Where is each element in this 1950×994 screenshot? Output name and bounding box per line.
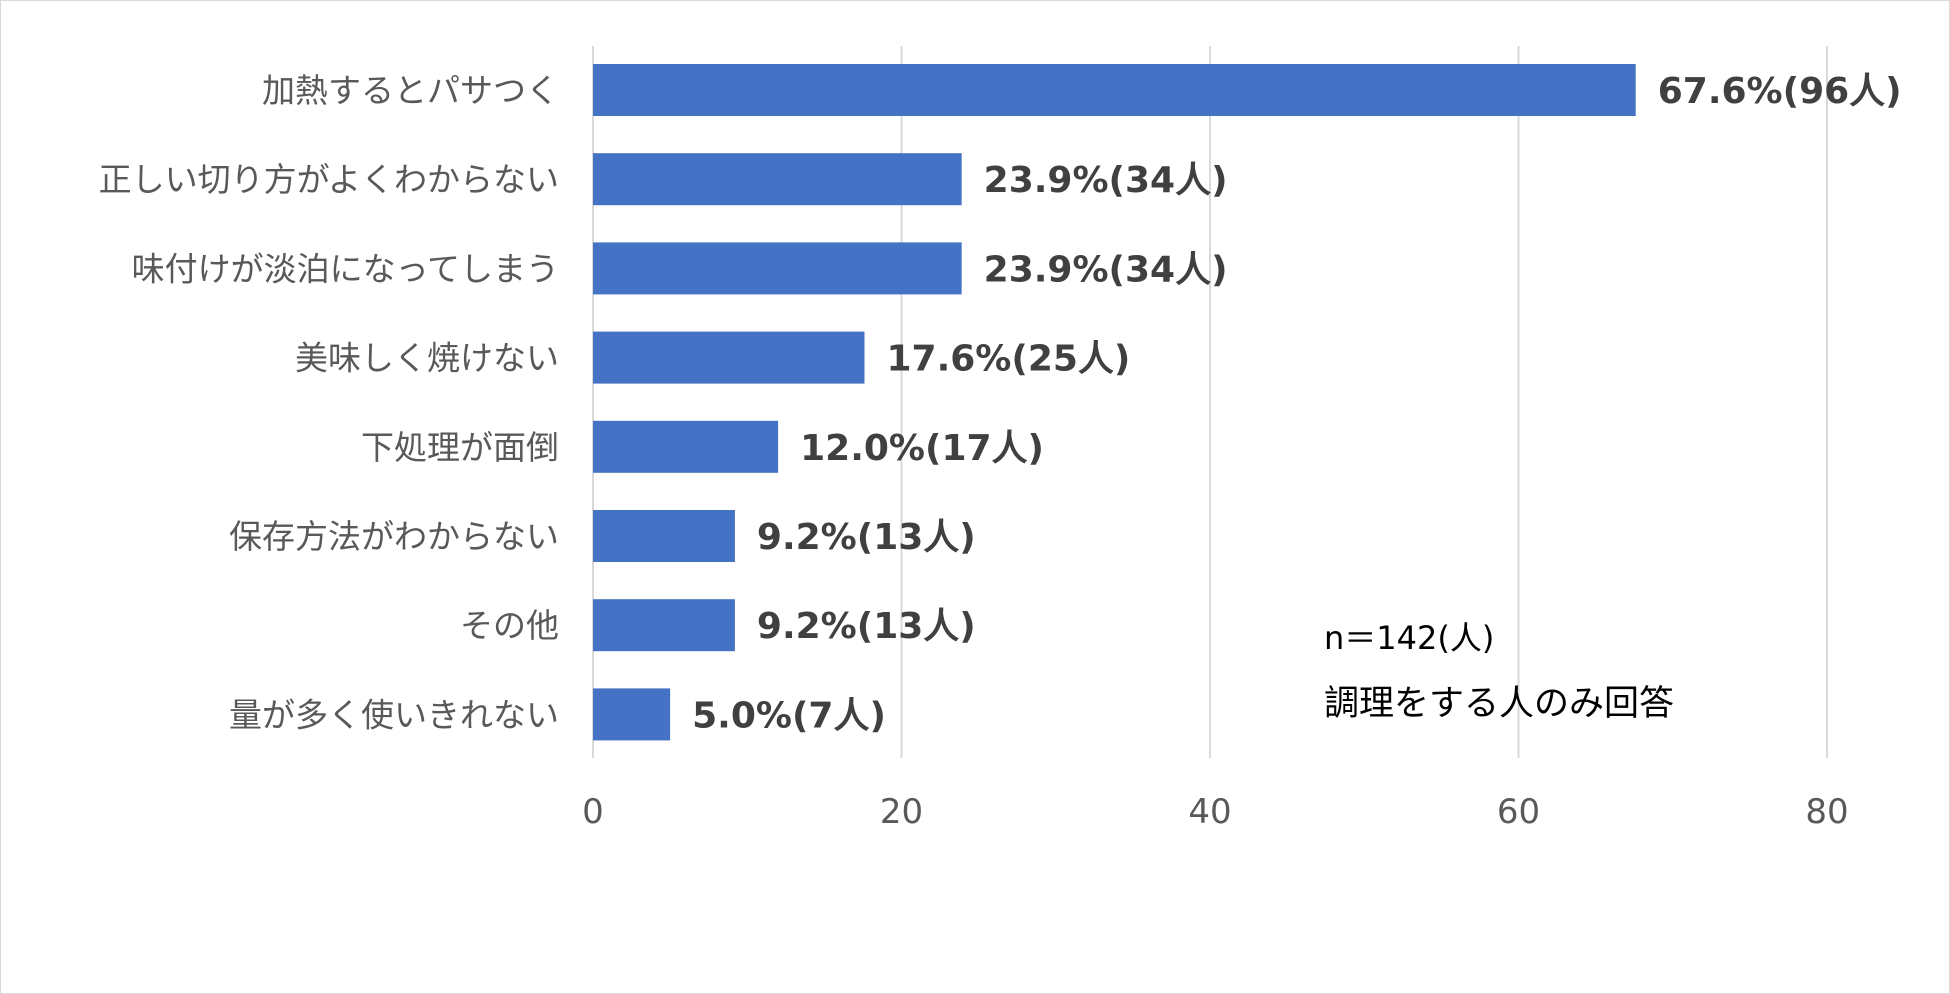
- data-label: 12.0%(17人): [800, 428, 1044, 469]
- bar: [593, 688, 671, 741]
- category-label: 量が多く使いきれない: [229, 695, 559, 734]
- bar: [593, 242, 962, 295]
- x-tick-label: 60: [1497, 792, 1540, 832]
- data-label: 5.0%(7人): [692, 695, 886, 736]
- data-label: 23.9%(34人): [984, 249, 1228, 290]
- bar: [593, 599, 735, 652]
- bar: [593, 331, 865, 384]
- data-label: 23.9%(34人): [984, 160, 1228, 201]
- category-label: 下処理が面倒: [361, 428, 559, 467]
- gridlines: [592, 46, 1828, 758]
- x-tick-label: 0: [582, 792, 604, 832]
- respondent-note: 調理をする人のみ回答: [1324, 684, 1674, 724]
- sample-size-note: n＝142(人): [1324, 619, 1494, 657]
- category-labels: 加熱するとパサつく正しい切り方がよくわからない味付けが淡泊になってしまう美味しく…: [99, 71, 559, 734]
- bar: [593, 153, 962, 206]
- category-label: 美味しく焼けない: [295, 339, 559, 378]
- bar: [593, 420, 779, 473]
- bar: [593, 64, 1636, 116]
- x-tick-label: 80: [1805, 792, 1848, 832]
- bars: [593, 64, 1636, 741]
- category-label: 正しい切り方がよくわからない: [99, 160, 559, 199]
- category-label: 保存方法がわからない: [229, 517, 559, 556]
- data-labels: 67.6%(96人) 23.9%(34人) 23.9%(34人) 17.6%(25人)…: [692, 71, 1902, 736]
- data-label: 67.6%(96人): [1658, 71, 1902, 112]
- data-label: 9.2%(13人): [757, 517, 976, 558]
- category-label: その他: [460, 606, 559, 645]
- x-axis-ticks: 0 20 40 60 80: [582, 792, 1848, 832]
- x-tick-label: 20: [880, 792, 923, 832]
- category-label: 加熱するとパサつく: [262, 71, 559, 110]
- category-label: 味付けが淡泊になってしまう: [132, 249, 559, 288]
- bar: [593, 510, 735, 562]
- data-label: 9.2%(13人): [757, 606, 976, 647]
- x-tick-label: 40: [1188, 792, 1231, 832]
- data-label: 17.6%(25人): [886, 339, 1130, 380]
